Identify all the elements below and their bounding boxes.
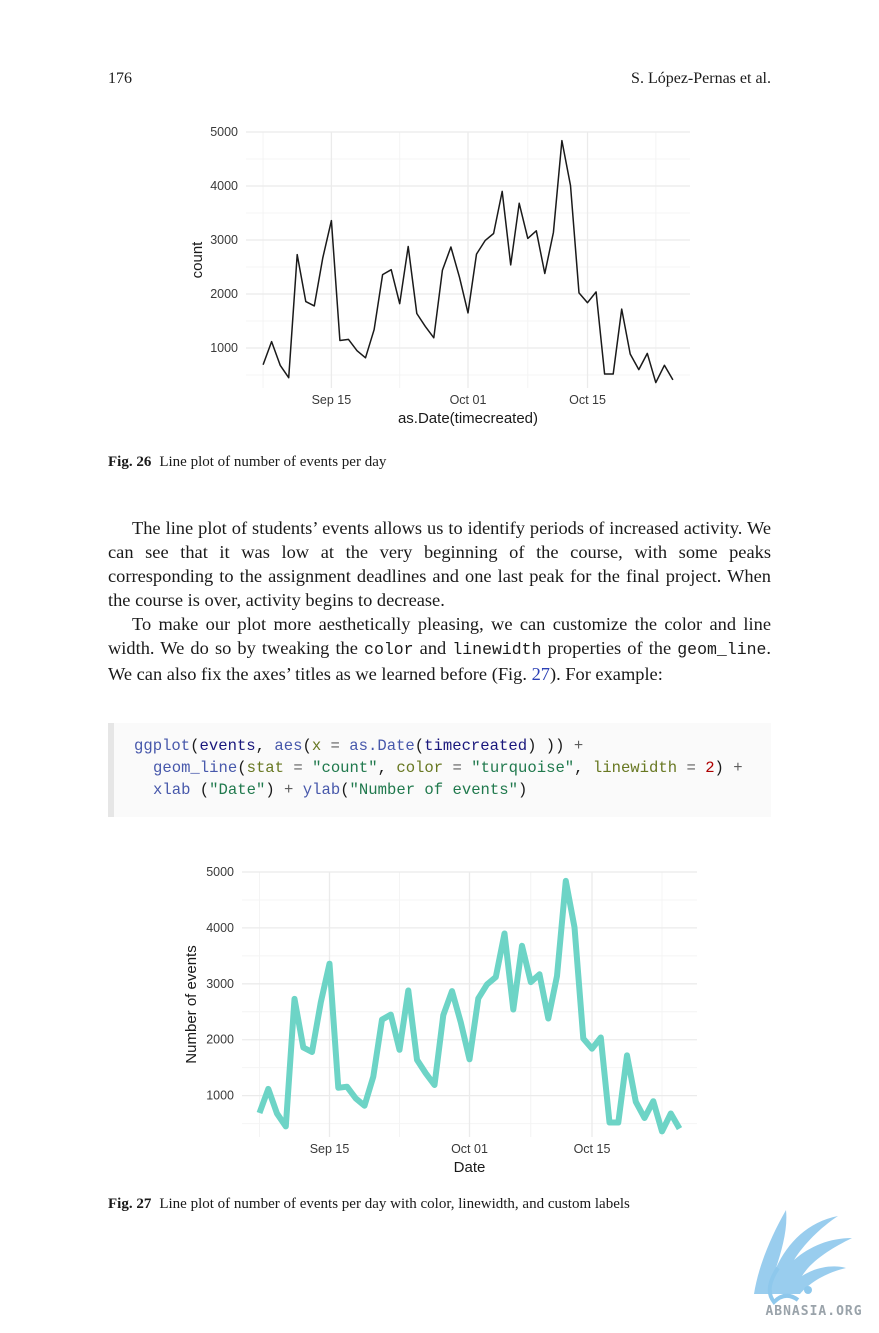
code-color: color: [364, 640, 414, 659]
y-tick-label: 2000: [206, 1033, 234, 1047]
y-tick-label: 5000: [210, 125, 238, 139]
y-tick-label: 4000: [206, 921, 234, 935]
p2-text-3: properties of the: [541, 638, 678, 658]
line-chart-svg: 1000 2000 3000 4000 5000 Sep 15 Oct 01 Oct 15 as…: [189, 125, 690, 427]
figure-26-label: Fig. 26: [108, 454, 152, 470]
x-tick-label: Sep 15: [312, 393, 352, 407]
figure-27-link[interactable]: 27: [531, 664, 550, 684]
figure-26-caption: Fig. 26 Line plot of number of events per…: [108, 454, 386, 471]
figure-26-caption-text: Line plot of number of events per day: [159, 454, 387, 470]
x-tick-label: Oct 15: [569, 393, 606, 407]
x-tick-label: Oct 01: [451, 1142, 488, 1156]
line-chart-svg: 1000 2000 3000 4000 5000 Sep 15 Oct 01 Oct 15 Da…: [183, 865, 697, 1176]
watermark-dragon-icon: [754, 1210, 852, 1305]
x-axis-title: Date: [454, 1159, 486, 1176]
y-tick-label: 1000: [210, 341, 238, 355]
y-axis-title: Number of events: [183, 945, 200, 1063]
code-line-3: xlab ("Date") + ylab("Number of events"): [153, 781, 528, 799]
page-number: 176: [108, 70, 132, 87]
y-tick-label: 1000: [206, 1089, 234, 1103]
x-tick-label: Sep 15: [310, 1142, 350, 1156]
y-tick-label: 3000: [206, 977, 234, 991]
figure-27-caption: Fig. 27 Line plot of number of events per…: [108, 1196, 630, 1213]
running-head: 176 S. López-Pernas et al.: [108, 70, 771, 92]
paragraph-1: The line plot of students’ events allows…: [108, 518, 771, 610]
code-line-2: geom_line(stat = "count", color = "turqu…: [153, 759, 743, 777]
code-block: ggplot(events, aes(x = as.Date(timecreat…: [108, 723, 771, 817]
running-authors: S. López-Pernas et al.: [631, 70, 771, 87]
figure-27-label: Fig. 27: [108, 1196, 152, 1212]
figure-27-chart: 1000 2000 3000 4000 5000 Sep 15 Oct 01 Oct 15 Da…: [176, 860, 706, 1178]
code-geom-line: geom_line: [677, 640, 767, 659]
x-tick-label: Oct 01: [450, 393, 487, 407]
series-line: [256, 877, 683, 1135]
p2-text-1: To make our plot more aesthetically plea…: [108, 614, 771, 658]
x-tick-label: Oct 15: [574, 1142, 611, 1156]
code-line-1: ggplot(events, aes(x = as.Date(timecreat…: [134, 737, 584, 755]
y-axis-title: count: [189, 241, 206, 279]
x-axis-title: as.Date(timecreated): [398, 410, 538, 427]
y-tick-label: 5000: [206, 865, 234, 879]
p2-text-5: ). For example:: [549, 664, 663, 684]
y-tick-label: 3000: [210, 233, 238, 247]
watermark-text: ABNASIA.ORG: [765, 1304, 863, 1319]
y-tick-label: 4000: [210, 179, 238, 193]
paragraph-2: To make our plot more aesthetically plea…: [108, 612, 771, 686]
figure-27-caption-text: Line plot of number of events per day wi…: [159, 1196, 630, 1212]
p2-text-2: and: [413, 638, 453, 658]
watermark-logo: ABNASIA.ORG: [748, 1198, 878, 1328]
y-tick-label: 2000: [210, 287, 238, 301]
code-linewidth: linewidth: [452, 640, 542, 659]
p2-text-4: . We can also fix the axes’ titles as we…: [108, 638, 772, 684]
figure-26-chart: 1000 2000 3000 4000 5000 Sep 15 Oct 01 Oct 15 as…: [180, 120, 700, 430]
series-line: [262, 139, 674, 384]
